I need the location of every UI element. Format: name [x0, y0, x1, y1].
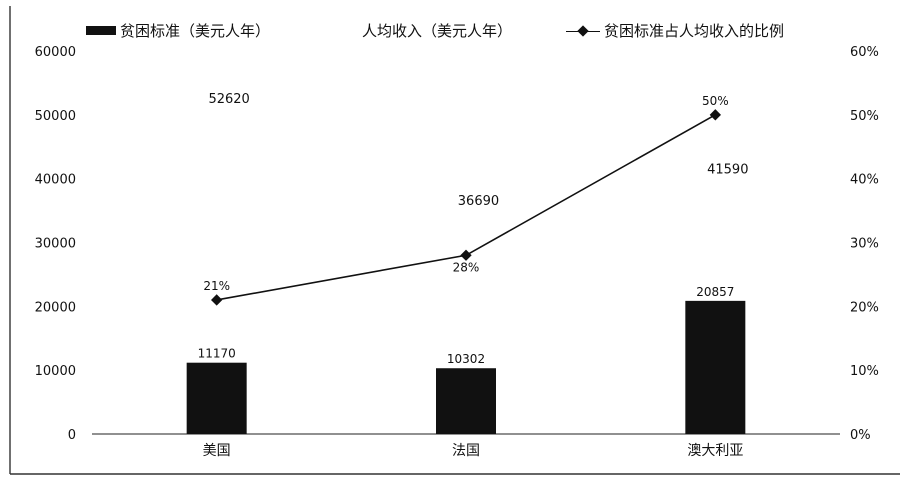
ratio-data-label: 21% — [203, 279, 230, 293]
legend-line-swatch — [566, 24, 600, 37]
legend-label-per-capita-income: 人均收入（美元人年） — [362, 22, 513, 40]
y-left-tick-label: 0 — [68, 428, 76, 443]
y-right-tick-label: 60% — [850, 45, 879, 60]
legend-item-poverty-standard: 贫困标准（美元人年） — [86, 20, 270, 41]
y-right-tick-label: 20% — [850, 300, 879, 315]
bar-poverty-standard — [186, 362, 247, 434]
y-right-tick-label: 40% — [850, 173, 879, 188]
legend-item-ratio: 贫困标准占人均收入的比例 — [566, 20, 784, 41]
ratio-point — [211, 294, 223, 306]
income-data-label: 52620 — [208, 92, 249, 107]
bar-data-label: 20857 — [696, 285, 734, 299]
y-right-tick-label: 10% — [850, 364, 879, 379]
y-left-tick-label: 20000 — [35, 300, 76, 315]
y-left-tick-label: 60000 — [35, 45, 76, 60]
ratio-point — [460, 249, 472, 261]
bar-data-label: 10302 — [447, 352, 485, 366]
y-left-tick-label: 50000 — [35, 109, 76, 124]
x-tick-label: 法国 — [452, 443, 480, 459]
y-right-tick-label: 50% — [850, 109, 879, 124]
legend: 贫困标准（美元人年） 人均收入（美元人年） 贫困标准占人均收入的比例 — [0, 20, 900, 44]
y-left-tick-label: 30000 — [35, 237, 76, 252]
x-tick-label: 美国 — [203, 443, 231, 459]
bar-poverty-standard — [685, 300, 746, 434]
income-data-label: 36690 — [458, 194, 499, 209]
y-left-tick-label: 10000 — [35, 364, 76, 379]
legend-bar-swatch — [86, 26, 116, 35]
ratio-data-label: 50% — [702, 94, 729, 108]
ratio-point — [709, 109, 721, 121]
legend-label-poverty-standard: 贫困标准（美元人年） — [120, 22, 271, 40]
bar-poverty-standard — [436, 368, 496, 434]
y-left-tick-label: 40000 — [35, 173, 76, 188]
y-right-tick-label: 0% — [850, 428, 871, 443]
y-right-tick-label: 30% — [850, 237, 879, 252]
income-data-label: 41590 — [707, 163, 748, 178]
legend-label-ratio: 贫困标准占人均收入的比例 — [604, 22, 785, 40]
x-tick-label: 澳大利亚 — [687, 443, 743, 459]
legend-item-per-capita-income: 人均收入（美元人年） — [362, 20, 512, 41]
ratio-data-label: 28% — [453, 260, 480, 274]
bar-data-label: 11170 — [198, 347, 236, 361]
